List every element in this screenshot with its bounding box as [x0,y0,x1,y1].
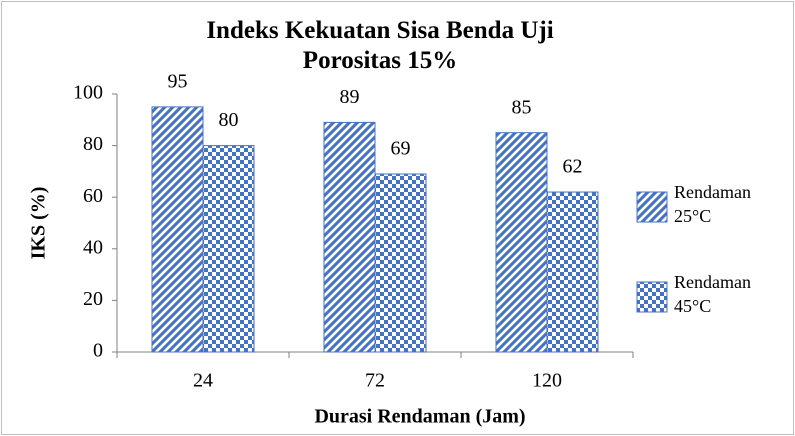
bar [202,145,255,353]
legend-swatch [636,191,668,223]
legend-label: Rendaman 25°C [674,182,751,226]
y-tick-label: 100 [73,82,103,104]
y-tick-label: 20 [83,288,103,310]
legend-swatch [636,281,668,313]
data-label: 85 [512,96,532,118]
x-tick-label: 120 [532,370,562,392]
bar [495,132,548,353]
bar [546,191,599,353]
data-label: 95 [168,70,188,92]
y-axis-label: IKS (%) [28,187,50,260]
data-label: 62 [563,156,583,178]
y-tick-label: 80 [83,133,103,155]
y-tick-label: 40 [83,236,103,258]
data-label: 80 [219,109,239,131]
bar [151,106,204,353]
x-tick-label: 72 [365,370,385,392]
data-label: 89 [340,86,360,108]
legend-label: Rendaman 45°C [674,272,751,316]
chart-title: Indeks Kekuatan Sisa Benda Uji Porositas… [206,17,554,74]
y-tick-label: 0 [93,340,103,362]
y-tick-label: 60 [83,185,103,207]
bar [323,121,376,353]
x-axis-label: Durasi Rendaman (Jam) [314,406,525,428]
bar [374,173,427,353]
data-label: 69 [391,138,411,160]
x-tick-label: 24 [193,370,213,392]
